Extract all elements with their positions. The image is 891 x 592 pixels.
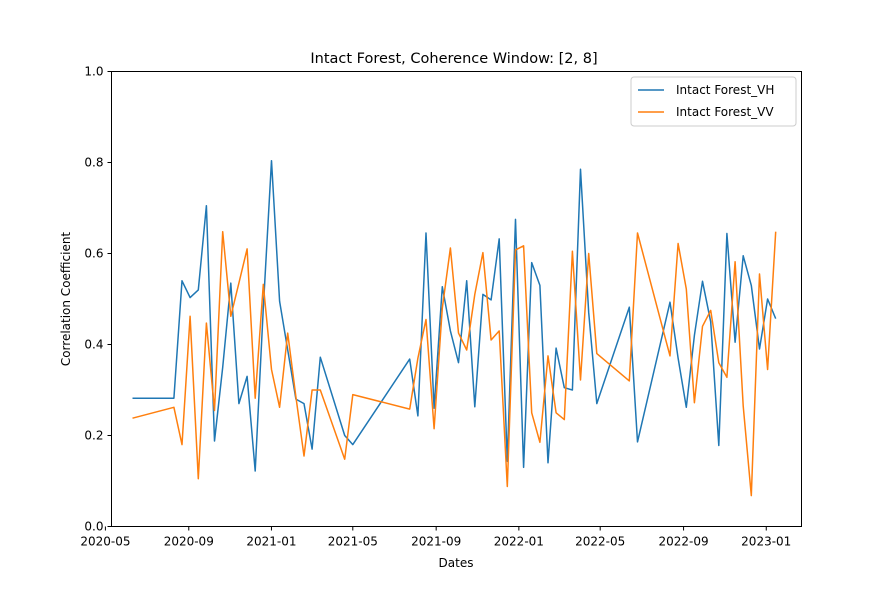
x-tick-label: 2023-01 bbox=[741, 535, 791, 549]
x-tick-label: 2022-05 bbox=[575, 535, 625, 549]
x-axis-title: Dates bbox=[439, 556, 474, 570]
x-tick-label: 2021-09 bbox=[411, 535, 461, 549]
y-tick-label: 0.2 bbox=[84, 429, 103, 443]
y-tick-label: 0.8 bbox=[84, 156, 103, 170]
legend-label-1: Intact Forest_VH bbox=[676, 83, 774, 97]
y-axis-title: Correlation Coefficient bbox=[59, 232, 73, 367]
axes-frame bbox=[111, 71, 802, 527]
x-axis: 2020-05 2020-09 2021-01 2021-05 2021-09 2022-… bbox=[80, 526, 791, 549]
legend-box bbox=[630, 76, 797, 127]
x-tick-label: 2020-09 bbox=[164, 535, 214, 549]
x-tick-label: 2020-05 bbox=[80, 535, 130, 549]
plot-area bbox=[132, 159, 777, 497]
x-tick-label: 2021-01 bbox=[246, 535, 296, 549]
series-line-1 bbox=[132, 159, 777, 472]
legend: Intact Forest_VH Intact Forest_VV bbox=[630, 76, 797, 127]
chart-title: Intact Forest, Coherence Window: [2, 8] bbox=[310, 51, 597, 67]
legend-label-2: Intact Forest_VV bbox=[676, 105, 774, 119]
y-tick-label: 1.0 bbox=[84, 65, 103, 79]
y-tick-label: 0.0 bbox=[84, 520, 103, 534]
y-tick-label: 0.4 bbox=[84, 338, 103, 352]
y-tick-label: 0.6 bbox=[84, 247, 103, 261]
y-axis: 0.0 0.2 0.4 0.6 0.8 1.0 bbox=[84, 65, 112, 534]
series-line-2 bbox=[132, 230, 777, 497]
x-tick-label: 2022-09 bbox=[658, 535, 708, 549]
x-tick-label: 2021-05 bbox=[328, 535, 378, 549]
x-tick-label: 2022-01 bbox=[494, 535, 544, 549]
